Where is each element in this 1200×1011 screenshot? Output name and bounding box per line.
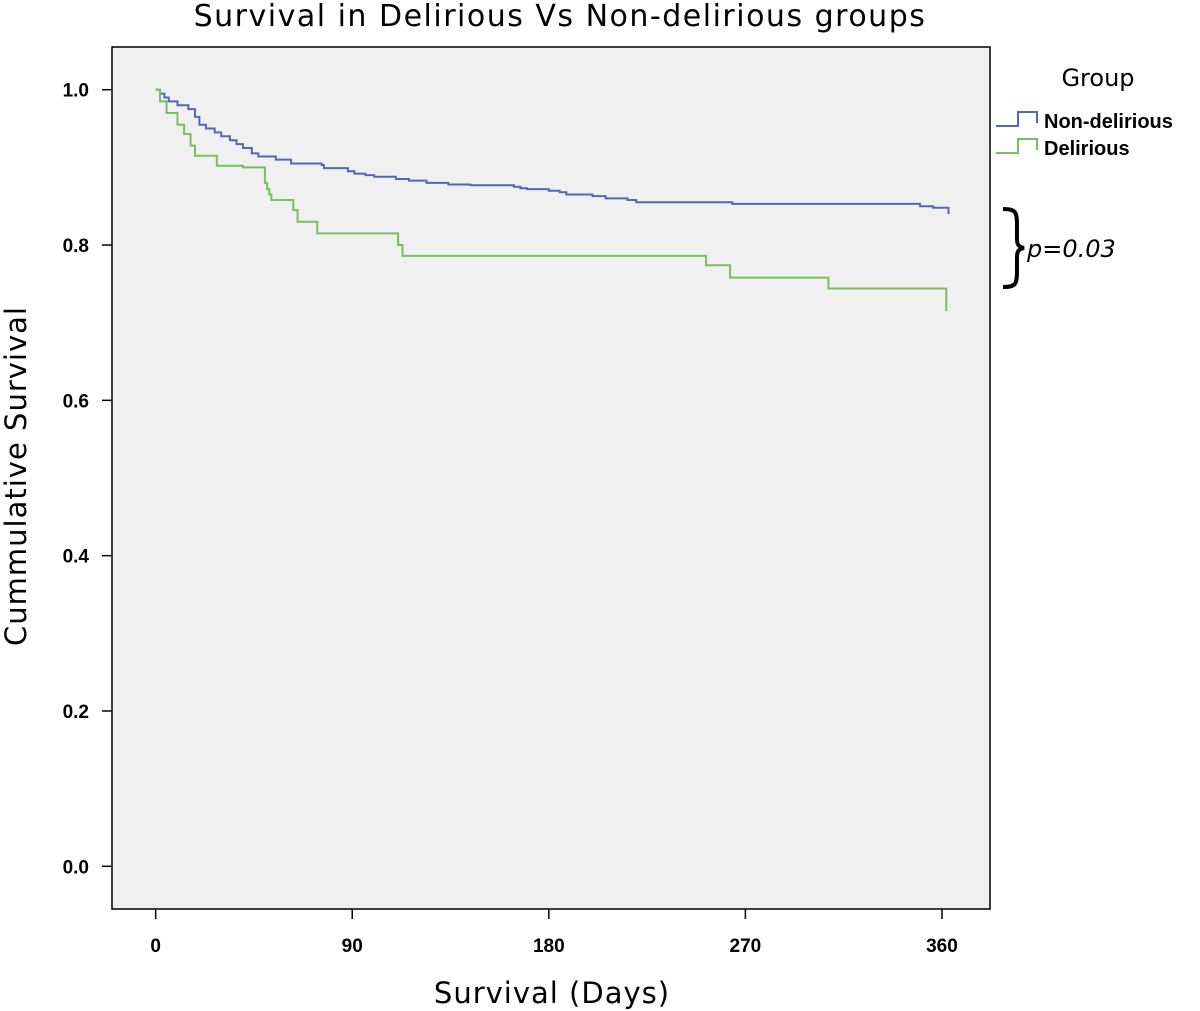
plot-area [111, 46, 991, 910]
x-tick-label: 0 [150, 936, 161, 957]
p-value-annotation: p=0.03 [1026, 235, 1116, 263]
y-tick-label: 0.4 [63, 547, 90, 568]
chart-title: Survival in Delirious Vs Non-delirious g… [194, 0, 927, 34]
y-tick-label: 0.0 [63, 857, 89, 878]
significance-brace [1002, 207, 1025, 289]
series-layer [155, 88, 950, 311]
x-tick-label: 90 [342, 936, 363, 957]
y-axis-label: Cummulative Survival [0, 306, 33, 646]
series-line-delirious [155, 88, 948, 311]
y-tick-label: 1.0 [63, 81, 89, 102]
series-line-non-delirious [155, 88, 950, 214]
legend: Non-delirious Delirious [996, 111, 1173, 160]
y-tick-label: 0.2 [63, 702, 89, 723]
y-tick-label: 0.6 [63, 391, 89, 412]
y-tick-label: 0.8 [63, 236, 89, 257]
x-tick-label: 180 [533, 936, 565, 957]
y-axis: 0.0 0.2 0.4 0.6 0.8 1.0 [63, 81, 112, 878]
x-tick-label: 270 [730, 936, 762, 957]
legend-swatch-non-delirious [996, 111, 1038, 127]
legend-label-non-delirious: Non-delirious [1044, 111, 1173, 133]
legend-label-delirious: Delirious [1044, 138, 1130, 160]
x-axis-label: Survival (Days) [434, 976, 670, 1010]
x-axis: 0 90 180 270 360 [150, 909, 958, 957]
legend-title: Group [1061, 64, 1134, 92]
legend-swatch-delirious [996, 138, 1038, 154]
x-tick-label: 360 [926, 936, 958, 957]
